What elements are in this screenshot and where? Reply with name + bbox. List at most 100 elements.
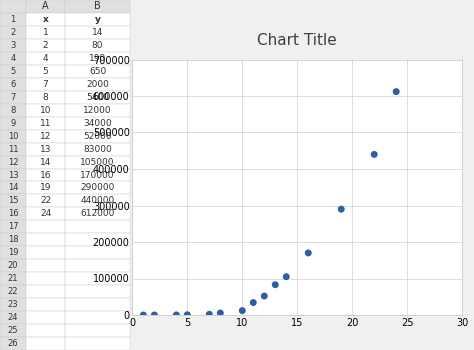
Point	[206, 312, 213, 317]
Text: 5: 5	[10, 67, 16, 76]
Text: 26: 26	[8, 339, 18, 348]
Text: 7: 7	[10, 93, 16, 102]
FancyBboxPatch shape	[0, 91, 26, 104]
FancyBboxPatch shape	[65, 117, 130, 130]
Text: 10: 10	[40, 106, 51, 115]
FancyBboxPatch shape	[0, 142, 26, 155]
FancyBboxPatch shape	[26, 272, 65, 285]
Text: 16: 16	[8, 209, 18, 218]
FancyBboxPatch shape	[65, 233, 130, 246]
FancyBboxPatch shape	[65, 130, 130, 142]
Text: 3: 3	[10, 41, 16, 50]
FancyBboxPatch shape	[26, 285, 65, 298]
Point	[283, 274, 290, 279]
FancyBboxPatch shape	[26, 246, 65, 259]
FancyBboxPatch shape	[0, 0, 26, 13]
Text: 1: 1	[43, 28, 48, 37]
FancyBboxPatch shape	[26, 91, 65, 104]
FancyBboxPatch shape	[65, 195, 130, 208]
FancyBboxPatch shape	[26, 311, 65, 324]
Text: 612000: 612000	[80, 209, 115, 218]
Point	[151, 312, 158, 318]
FancyBboxPatch shape	[0, 324, 26, 337]
FancyBboxPatch shape	[0, 272, 26, 285]
Text: 19: 19	[8, 248, 18, 257]
Text: 12: 12	[40, 132, 51, 141]
FancyBboxPatch shape	[0, 130, 26, 142]
FancyBboxPatch shape	[26, 104, 65, 117]
Point	[249, 300, 257, 306]
Text: 21: 21	[8, 274, 18, 283]
Text: 8: 8	[10, 106, 16, 115]
Text: 20: 20	[8, 261, 18, 270]
Text: 19: 19	[40, 183, 51, 192]
FancyBboxPatch shape	[65, 220, 130, 233]
FancyBboxPatch shape	[65, 65, 130, 78]
FancyBboxPatch shape	[65, 78, 130, 91]
Text: 23: 23	[8, 300, 18, 309]
FancyBboxPatch shape	[0, 155, 26, 168]
FancyBboxPatch shape	[65, 298, 130, 311]
FancyBboxPatch shape	[26, 155, 65, 168]
Text: 24: 24	[8, 313, 18, 322]
FancyBboxPatch shape	[26, 168, 65, 182]
Text: 8: 8	[43, 93, 48, 102]
FancyBboxPatch shape	[26, 26, 65, 39]
FancyBboxPatch shape	[26, 78, 65, 91]
Text: 105000: 105000	[80, 158, 115, 167]
Text: 22: 22	[40, 196, 51, 205]
FancyBboxPatch shape	[0, 246, 26, 259]
FancyBboxPatch shape	[26, 52, 65, 65]
FancyBboxPatch shape	[0, 65, 26, 78]
FancyBboxPatch shape	[26, 259, 65, 272]
FancyBboxPatch shape	[0, 259, 26, 272]
Text: 14: 14	[40, 158, 51, 167]
FancyBboxPatch shape	[65, 182, 130, 195]
Text: 34000: 34000	[83, 119, 112, 128]
Point	[304, 250, 312, 256]
FancyBboxPatch shape	[0, 78, 26, 91]
FancyBboxPatch shape	[26, 208, 65, 220]
Point	[370, 152, 378, 157]
Text: 9: 9	[10, 119, 16, 128]
FancyBboxPatch shape	[26, 182, 65, 195]
Text: 4: 4	[43, 54, 48, 63]
FancyBboxPatch shape	[0, 337, 26, 350]
Point	[217, 310, 224, 316]
Text: 190: 190	[89, 54, 106, 63]
Text: 14: 14	[92, 28, 103, 37]
Text: 25: 25	[8, 326, 18, 335]
FancyBboxPatch shape	[0, 117, 26, 130]
FancyBboxPatch shape	[65, 0, 130, 13]
Text: 12: 12	[8, 158, 18, 167]
FancyBboxPatch shape	[0, 168, 26, 182]
Point	[238, 308, 246, 313]
Text: 6: 6	[10, 80, 16, 89]
Text: 2000: 2000	[86, 80, 109, 89]
FancyBboxPatch shape	[0, 13, 26, 26]
FancyBboxPatch shape	[26, 39, 65, 52]
Text: 13: 13	[8, 170, 18, 180]
FancyBboxPatch shape	[26, 337, 65, 350]
Text: 18: 18	[8, 235, 18, 244]
Text: y: y	[94, 15, 100, 24]
Text: 80: 80	[92, 41, 103, 50]
Text: 11: 11	[40, 119, 51, 128]
Text: A: A	[42, 1, 49, 12]
Text: 14: 14	[8, 183, 18, 192]
FancyBboxPatch shape	[0, 285, 26, 298]
FancyBboxPatch shape	[26, 13, 65, 26]
Text: 24: 24	[40, 209, 51, 218]
Text: 13: 13	[40, 145, 51, 154]
FancyBboxPatch shape	[0, 182, 26, 195]
Point	[337, 206, 345, 212]
Text: 52000: 52000	[83, 132, 112, 141]
FancyBboxPatch shape	[65, 337, 130, 350]
FancyBboxPatch shape	[65, 13, 130, 26]
FancyBboxPatch shape	[65, 91, 130, 104]
FancyBboxPatch shape	[26, 117, 65, 130]
FancyBboxPatch shape	[65, 324, 130, 337]
Text: 650: 650	[89, 67, 106, 76]
FancyBboxPatch shape	[65, 246, 130, 259]
Text: 2: 2	[10, 28, 16, 37]
